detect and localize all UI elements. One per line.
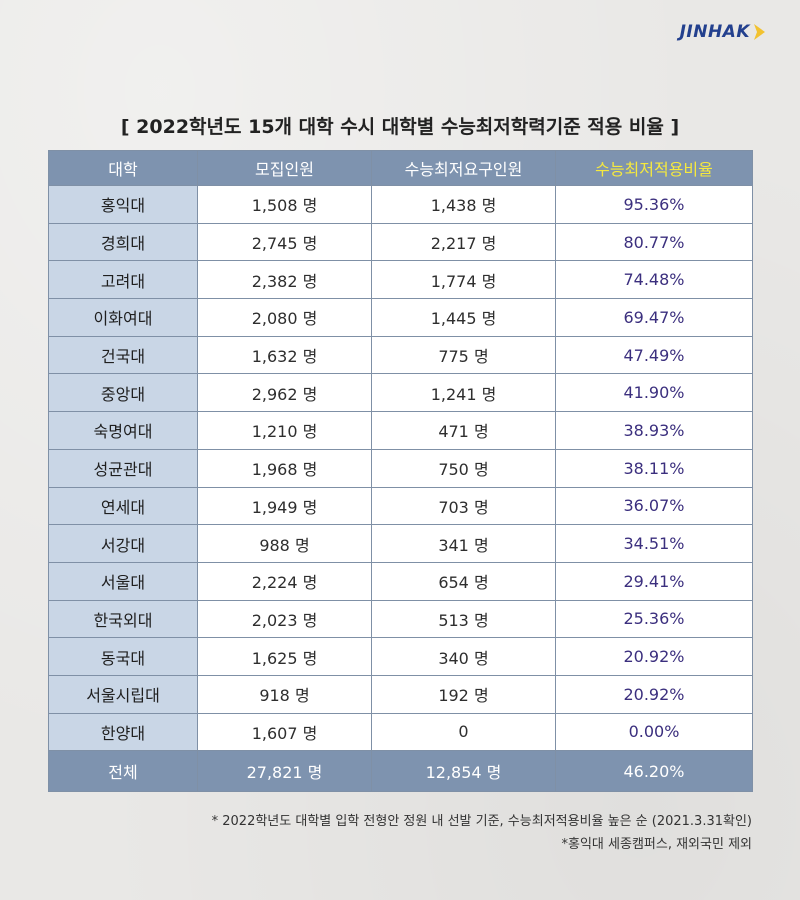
recruit-count-cell: 988 명 <box>197 524 372 563</box>
recruit-count-cell: 918 명 <box>197 674 372 714</box>
recruit-count-cell: 1,508 명 <box>197 185 372 224</box>
csat-min-required-cell: 1,241 명 <box>371 373 556 413</box>
recruit-count-cell: 2,224 명 <box>197 561 372 601</box>
recruit-count-cell: 2,080 명 <box>197 298 372 337</box>
recruit-count-cell: 1,968 명 <box>197 448 372 488</box>
csat-min-required-cell: 471 명 <box>371 411 556 450</box>
jinhak-logo: JINHAK <box>680 22 766 42</box>
csat-min-ratio-cell: 0.00% <box>555 712 753 752</box>
csat-min-required-cell: 1,774 명 <box>371 260 556 300</box>
csat-min-ratio-cell: 80.77% <box>555 222 753 262</box>
table-row: 동국대 1,625 명 340 명 20.92% <box>48 637 753 676</box>
university-name-cell: 한국외대 <box>48 599 198 639</box>
table-row: 이화여대 2,080 명 1,445 명 69.47% <box>48 298 753 337</box>
table-row: 한양대 1,607 명 0 0.00% <box>48 712 753 752</box>
recruit-count-cell: 1,625 명 <box>197 637 372 676</box>
table-header-row: 대학 모집인원 수능최저요구인원 수능최저적용비율 <box>48 150 753 186</box>
csat-min-required-cell: 0 <box>371 712 556 752</box>
table-row: 건국대 1,632 명 775 명 47.49% <box>48 335 753 375</box>
university-name-cell: 성균관대 <box>48 448 198 488</box>
csat-min-ratio-cell: 95.36% <box>555 185 753 224</box>
table-row: 숙명여대 1,210 명 471 명 38.93% <box>48 411 753 450</box>
table-row: 연세대 1,949 명 703 명 36.07% <box>48 486 753 526</box>
csat-min-ratio-cell: 25.36% <box>555 599 753 639</box>
page-title: [ 2022학년도 15개 대학 수시 대학별 수능최저학력기준 적용 비율 ] <box>120 116 680 138</box>
ratio-table: 대학 모집인원 수능최저요구인원 수능최저적용비율 홍익대 1,508 명 1,43… <box>48 150 753 793</box>
csat-min-ratio-cell: 36.07% <box>555 486 753 526</box>
chevron-right-icon <box>754 24 765 40</box>
footnote-exclusion: *홍익대 세종캠퍼스, 재외국민 제외 <box>561 837 752 852</box>
university-name-cell: 서강대 <box>48 524 198 563</box>
csat-min-ratio-cell: 69.47% <box>555 298 753 337</box>
csat-min-ratio-cell: 20.92% <box>555 674 753 714</box>
table-row: 서울대 2,224 명 654 명 29.41% <box>48 561 753 601</box>
csat-min-required-cell: 703 명 <box>371 486 556 526</box>
university-name-cell: 이화여대 <box>48 298 198 337</box>
university-name-cell: 홍익대 <box>48 185 198 224</box>
csat-min-ratio-cell: 38.11% <box>555 448 753 488</box>
csat-min-required-cell: 1,445 명 <box>371 298 556 337</box>
recruit-count-cell: 2,023 명 <box>197 599 372 639</box>
table-row: 중앙대 2,962 명 1,241 명 41.90% <box>48 373 753 413</box>
header-csat-min-required: 수능최저요구인원 <box>371 150 556 186</box>
total-label: 전체 <box>48 750 198 793</box>
table-row: 서강대 988 명 341 명 34.51% <box>48 524 753 563</box>
university-name-cell: 서울시립대 <box>48 674 198 714</box>
university-name-cell: 중앙대 <box>48 373 198 413</box>
total-recruit-count: 27,821 명 <box>197 750 372 793</box>
csat-min-required-cell: 340 명 <box>371 637 556 676</box>
csat-min-required-cell: 341 명 <box>371 524 556 563</box>
table-total-row: 전체 27,821 명 12,854 명 46.20% <box>48 750 753 793</box>
university-name-cell: 한양대 <box>48 712 198 752</box>
recruit-count-cell: 1,949 명 <box>197 486 372 526</box>
csat-min-ratio-cell: 74.48% <box>555 260 753 300</box>
csat-min-ratio-cell: 41.90% <box>555 373 753 413</box>
csat-min-ratio-cell: 34.51% <box>555 524 753 563</box>
university-name-cell: 연세대 <box>48 486 198 526</box>
university-name-cell: 동국대 <box>48 637 198 676</box>
recruit-count-cell: 2,382 명 <box>197 260 372 300</box>
header-csat-min-ratio: 수능최저적용비율 <box>555 150 753 186</box>
table-row: 홍익대 1,508 명 1,438 명 95.36% <box>48 185 753 224</box>
university-name-cell: 서울대 <box>48 561 198 601</box>
table-row: 한국외대 2,023 명 513 명 25.36% <box>48 599 753 639</box>
recruit-count-cell: 2,962 명 <box>197 373 372 413</box>
header-university: 대학 <box>48 150 198 186</box>
csat-min-required-cell: 750 명 <box>371 448 556 488</box>
csat-min-ratio-cell: 29.41% <box>555 561 753 601</box>
csat-min-required-cell: 654 명 <box>371 561 556 601</box>
csat-min-required-cell: 1,438 명 <box>371 185 556 224</box>
table-body: 홍익대 1,508 명 1,438 명 95.36% 경희대 2,745 명 2,217 명… <box>48 185 753 752</box>
table-row: 성균관대 1,968 명 750 명 38.11% <box>48 448 753 488</box>
university-name-cell: 고려대 <box>48 260 198 300</box>
recruit-count-cell: 1,210 명 <box>197 411 372 450</box>
csat-min-required-cell: 2,217 명 <box>371 222 556 262</box>
total-csat-min-ratio: 46.20% <box>555 750 753 793</box>
csat-min-ratio-cell: 47.49% <box>555 335 753 375</box>
logo-text: JINHAK <box>679 22 750 42</box>
csat-min-required-cell: 513 명 <box>371 599 556 639</box>
csat-min-ratio-cell: 38.93% <box>555 411 753 450</box>
table-row: 경희대 2,745 명 2,217 명 80.77% <box>48 222 753 262</box>
university-name-cell: 건국대 <box>48 335 198 375</box>
csat-min-ratio-cell: 20.92% <box>555 637 753 676</box>
recruit-count-cell: 1,632 명 <box>197 335 372 375</box>
recruit-count-cell: 2,745 명 <box>197 222 372 262</box>
table-row: 서울시립대 918 명 192 명 20.92% <box>48 674 753 714</box>
university-name-cell: 경희대 <box>48 222 198 262</box>
csat-min-required-cell: 192 명 <box>371 674 556 714</box>
university-name-cell: 숙명여대 <box>48 411 198 450</box>
header-recruit-count: 모집인원 <box>197 150 372 186</box>
recruit-count-cell: 1,607 명 <box>197 712 372 752</box>
csat-min-required-cell: 775 명 <box>371 335 556 375</box>
footnote-criteria: * 2022학년도 대학별 입학 전형안 정원 내 선발 기준, 수능최저적용비… <box>211 814 752 829</box>
total-csat-min-required: 12,854 명 <box>371 750 556 793</box>
table-row: 고려대 2,382 명 1,774 명 74.48% <box>48 260 753 300</box>
